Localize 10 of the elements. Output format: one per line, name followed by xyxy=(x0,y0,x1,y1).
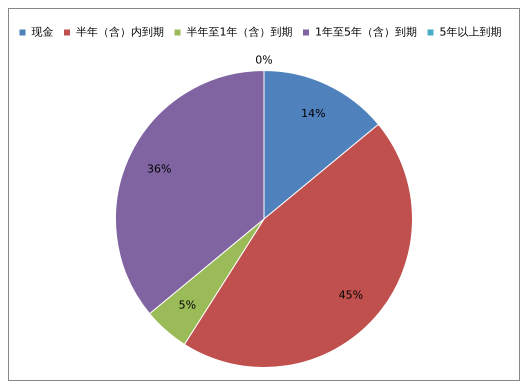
data-label: 5% xyxy=(178,298,196,312)
legend-label: 半年至1年（含）到期 xyxy=(186,25,292,38)
text: 0% xyxy=(255,53,273,66)
data-label: 36% xyxy=(146,162,172,176)
legend-label: 半年（含）内到期 xyxy=(76,25,164,38)
legend-label: 5年以上到期 xyxy=(439,25,502,38)
data-label: 14% xyxy=(301,107,326,120)
legend-label: 1年至5年（含）到期 xyxy=(315,25,417,38)
legend-label: 现金 xyxy=(32,25,54,38)
data-label: 45% xyxy=(338,288,364,302)
